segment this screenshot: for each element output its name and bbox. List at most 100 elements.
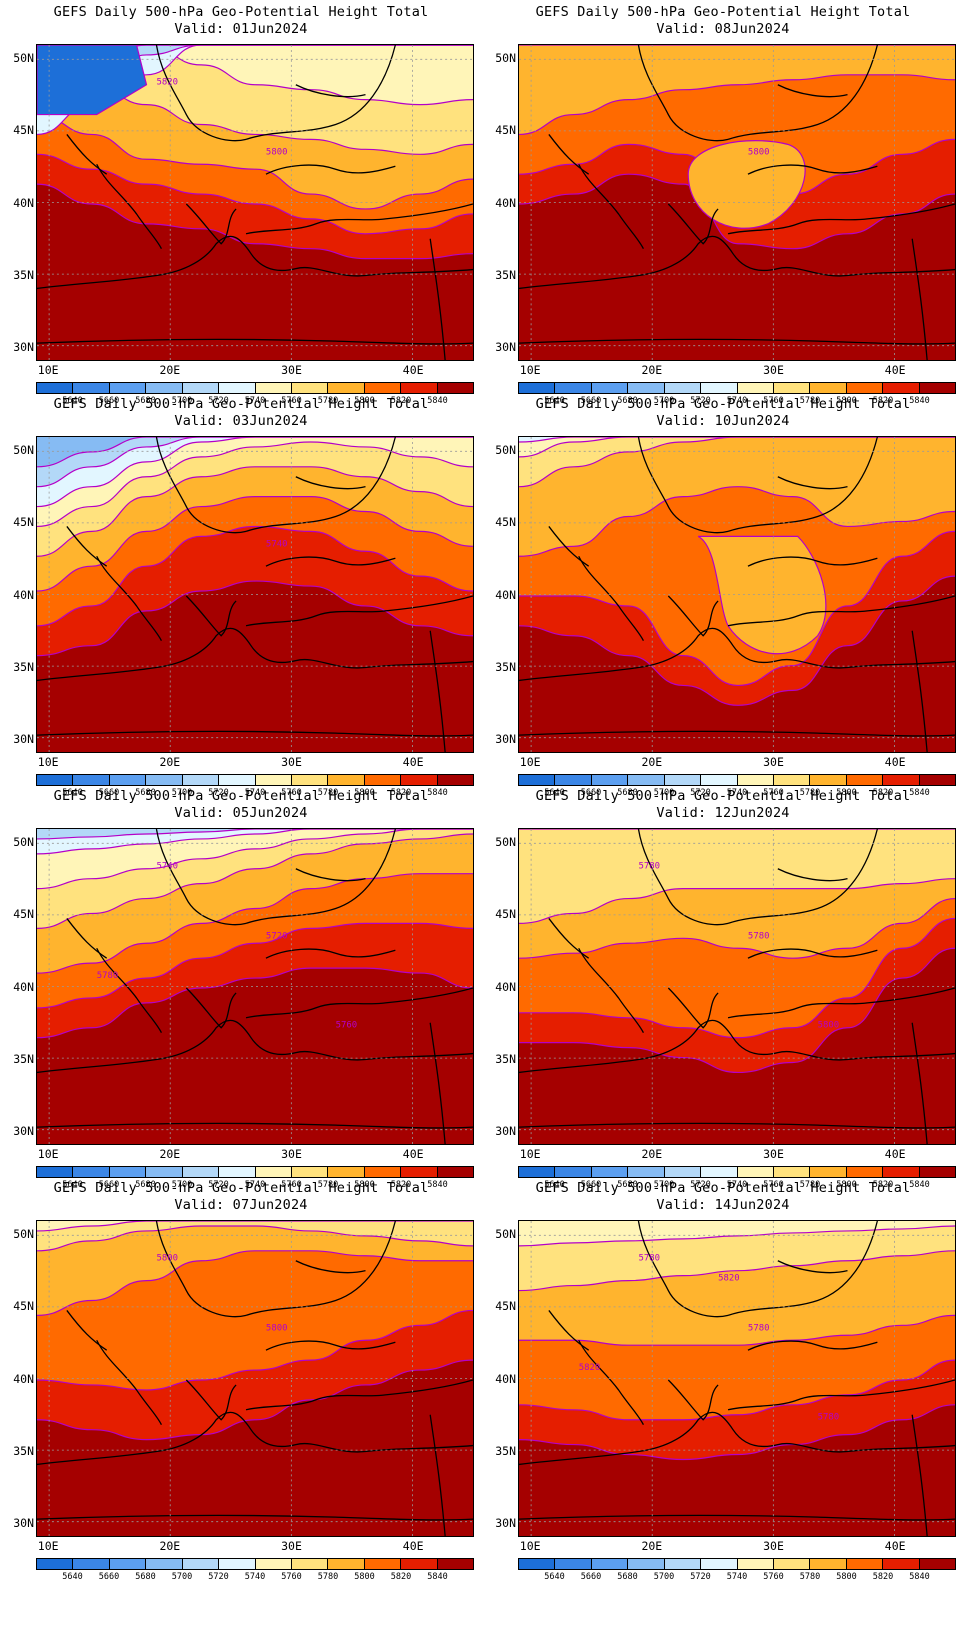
contour-line: [37, 437, 473, 488]
colorbar-swatch: [73, 775, 110, 785]
contour-label: 5800: [266, 147, 288, 157]
panel-title: GEFS Daily 500-hPa Geo-Potential Height …: [53, 396, 429, 412]
panel-valid-date: Valid: 14Jun2024: [656, 1197, 790, 1213]
coastline: [578, 555, 645, 641]
colorbar: [36, 1558, 474, 1570]
colorbar-swatch: [737, 775, 774, 785]
colorbar-swatch: [109, 1559, 147, 1569]
colorbar-label: 5740: [726, 396, 748, 406]
colorbar-label: 5740: [244, 1180, 266, 1190]
colorbar-label: 5720: [690, 788, 711, 798]
colorbar-label: 5700: [171, 1572, 193, 1582]
colorbar-label: 5680: [617, 396, 638, 406]
colorbar-label: 5700: [653, 1572, 675, 1582]
coastline: [96, 947, 163, 1033]
colorbar-label: 5740: [244, 1572, 266, 1582]
height-band: [37, 437, 473, 507]
coastline: [185, 1379, 237, 1421]
lon-tick-label: 30E: [763, 1539, 784, 1553]
contour-label: 5800: [818, 1021, 840, 1031]
panel-title: GEFS Daily 500-hPa Geo-Potential Height …: [535, 788, 911, 804]
lon-tick-label: 30E: [281, 755, 302, 769]
contour-label: 5780: [748, 1323, 770, 1333]
lat-tick-label: 45N: [495, 907, 516, 922]
lat-tick-label: 30N: [495, 731, 516, 746]
colorbar-swatch: [328, 775, 365, 785]
colorbar: [36, 382, 474, 394]
colorbar-label: 5660: [98, 396, 120, 406]
contour-label: 5740: [156, 862, 178, 872]
contour-label: 5740: [266, 539, 288, 549]
contour-label: 5800: [266, 1323, 288, 1333]
coastline: [96, 555, 163, 641]
colorbar-swatch: [737, 383, 774, 393]
coastline: [37, 338, 473, 345]
lon-tick-label: 30E: [763, 755, 784, 769]
colorbar-label: 5660: [98, 1180, 120, 1190]
contour-label: 5780: [638, 862, 660, 872]
coastline: [245, 45, 396, 141]
colorbar-swatch: [664, 1167, 702, 1177]
colorbar-swatch: [737, 1559, 774, 1569]
colorbar-swatch: [146, 775, 183, 785]
lon-tick-label: 10E: [37, 755, 59, 769]
colorbar-label: 5640: [62, 396, 83, 406]
lon-tick-label: 40E: [402, 755, 424, 769]
coastline: [667, 203, 719, 245]
coastline: [519, 1514, 955, 1521]
colorbar: [36, 1166, 474, 1178]
height-cell: [37, 45, 148, 116]
lon-tick-label: 40E: [402, 1539, 424, 1553]
map-panel: GEFS Daily 500-hPa Geo-Potential Height …: [0, 1176, 482, 1586]
lon-tick-label: 40E: [402, 363, 424, 377]
lat-tick-label: 50N: [495, 835, 516, 850]
colorbar-label: 5820: [872, 788, 894, 798]
lon-tick-label: 20E: [641, 1147, 663, 1161]
coastline: [519, 1019, 955, 1074]
lat-tick-label: 40N: [13, 587, 34, 602]
coastline: [777, 84, 848, 98]
colorbar-label: 5780: [799, 1572, 821, 1582]
colorbar-label: 5700: [171, 788, 193, 798]
lat-tick-label: 35N: [495, 267, 516, 282]
colorbar-swatch: [664, 1559, 702, 1569]
colorbar-swatch: [255, 383, 292, 393]
coastline: [155, 829, 247, 926]
colorbar-swatch: [401, 775, 438, 785]
colorbar-label: 5820: [390, 1572, 412, 1582]
colorbar-label: 5800: [354, 1180, 375, 1190]
lat-tick-label: 30N: [495, 1515, 516, 1530]
coastline: [911, 630, 928, 752]
coastline: [911, 1414, 928, 1536]
coastline: [519, 730, 955, 737]
height-cell: [697, 535, 827, 655]
colorbar-swatch: [555, 1167, 592, 1177]
panel-title: GEFS Daily 500-hPa Geo-Potential Height …: [53, 1180, 429, 1196]
colorbar-label: 5760: [763, 788, 784, 798]
colorbar-swatch: [591, 1559, 629, 1569]
lon-tick-label: 20E: [159, 755, 181, 769]
contour-line: [37, 183, 473, 260]
coastline: [37, 730, 473, 737]
coastline: [245, 829, 396, 925]
colorbar-label: 5660: [580, 396, 602, 406]
coastline: [185, 987, 237, 1029]
coastline: [245, 1221, 396, 1317]
colorbar-label: 5760: [281, 1180, 302, 1190]
colorbar-swatch: [737, 1167, 774, 1177]
contour-line: [519, 173, 955, 250]
coastline: [727, 437, 878, 533]
colorbar-label: 5840: [909, 396, 930, 406]
colorbar-label: 5780: [317, 1572, 339, 1582]
contour-line: [37, 1225, 473, 1252]
colorbar-label: 5640: [62, 788, 83, 798]
map-panel: GEFS Daily 500-hPa Geo-Potential Height …: [482, 1176, 964, 1586]
lat-tick-label: 40N: [13, 979, 34, 994]
coastline: [519, 1411, 955, 1466]
colorbar-swatch: [701, 383, 738, 393]
lon-tick-label: 30E: [281, 1147, 302, 1161]
height-band: [519, 437, 955, 557]
colorbar-swatch: [328, 383, 365, 393]
contour-label: 5760: [336, 1021, 358, 1031]
lon-tick-label: 10E: [519, 1147, 541, 1161]
